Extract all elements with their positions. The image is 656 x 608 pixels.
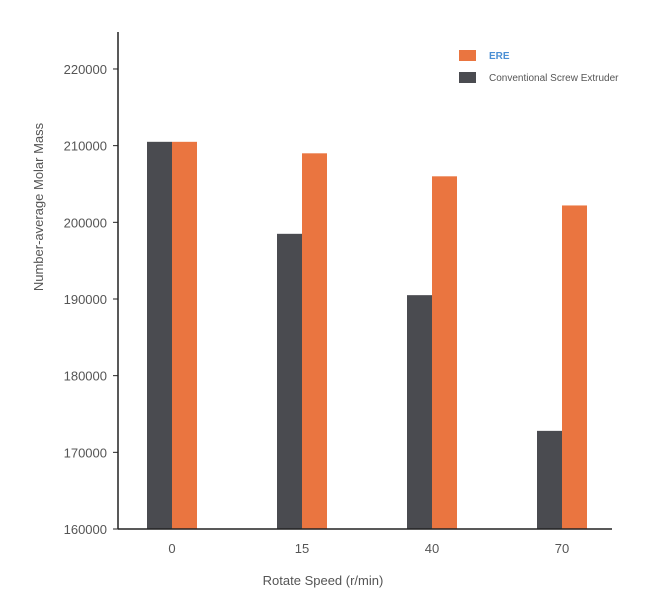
y-ticks: 160000 170000 180000 190000 200000 210000 2200…	[64, 62, 118, 537]
legend-label: ERE	[489, 51, 510, 62]
x-tick-label: 70	[555, 541, 569, 556]
bar-conventional	[277, 233, 302, 529]
legend-swatch	[459, 50, 476, 61]
bar-ere	[562, 205, 587, 529]
y-tick-label: 220000	[64, 62, 107, 77]
legend-label: Conventional Screw Extruder	[489, 73, 619, 84]
bars-layer	[147, 141, 587, 529]
x-tick-label: 15	[295, 541, 309, 556]
y-tick-label: 180000	[64, 369, 107, 384]
y-axis-title: Number-average Molar Mass	[31, 122, 46, 291]
y-tick-label: 160000	[64, 522, 107, 537]
y-tick-label: 190000	[64, 292, 107, 307]
bar-conventional	[407, 295, 432, 529]
axes-layer	[117, 32, 612, 530]
bar-ere	[302, 153, 327, 529]
legend-swatch	[459, 72, 476, 83]
y-tick-label: 200000	[64, 215, 107, 230]
x-ticks: 0 15 40 70	[168, 541, 569, 556]
x-axis-title: Rotate Speed (r/min)	[263, 573, 384, 588]
bar-ere	[172, 141, 197, 529]
y-tick-label: 210000	[64, 139, 107, 154]
legend: ERE Conventional Screw Extruder	[459, 50, 619, 84]
x-tick-label: 40	[425, 541, 439, 556]
bar-conventional	[147, 141, 172, 529]
y-tick-label: 170000	[64, 445, 107, 460]
x-tick-label: 0	[168, 541, 175, 556]
bar-conventional	[537, 430, 562, 529]
bar-ere	[432, 176, 457, 529]
